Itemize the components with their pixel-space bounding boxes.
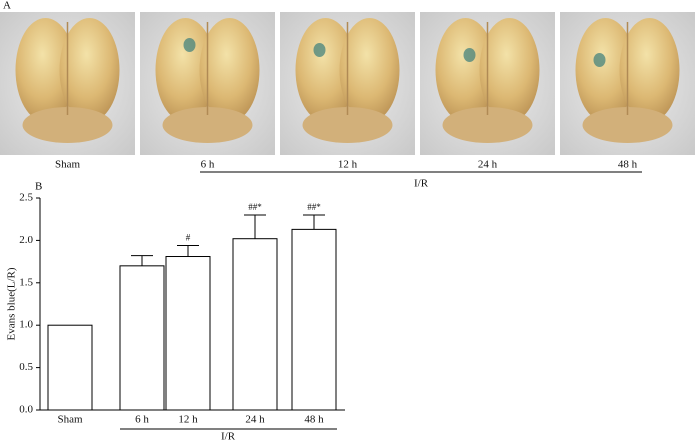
y-tick-label: 2.0 — [19, 234, 33, 246]
annotation: ##* — [248, 202, 262, 212]
x-tick-label: 24 h — [245, 414, 265, 426]
brain-lobe — [155, 18, 216, 122]
photo-label: 24 h — [478, 159, 498, 171]
brain-lobe — [575, 18, 636, 122]
group-label: I/R — [414, 178, 429, 190]
panel-label: A — [3, 0, 11, 12]
bar — [232, 238, 278, 411]
cerebellum — [582, 107, 673, 143]
x-tick-label: 48 h — [304, 414, 324, 426]
x-tick-label: 6 h — [135, 414, 149, 426]
photo-label: 48 h — [618, 159, 638, 171]
bar — [291, 228, 337, 411]
annotation: # — [186, 233, 191, 243]
y-axis-label: Evans blue(L/R) — [6, 267, 18, 340]
dye-spot — [593, 53, 606, 67]
brain-lobe — [619, 18, 680, 122]
cerebellum — [22, 107, 113, 143]
y-tick-label: 0.5 — [19, 361, 33, 373]
dye-spot — [463, 48, 476, 62]
brain-lobe — [59, 18, 120, 122]
x-tick-label: 12 h — [178, 414, 198, 426]
x-tick-label: Sham — [57, 414, 83, 426]
photo-label: 6 h — [201, 159, 215, 171]
photo-label: Sham — [55, 159, 81, 171]
bar — [119, 265, 165, 411]
panel-label: B — [35, 181, 42, 193]
y-tick-label: 0.0 — [19, 404, 33, 416]
photo-label: 12 h — [338, 159, 358, 171]
brain-lobe — [15, 18, 76, 122]
bar — [165, 256, 211, 411]
bar — [47, 324, 93, 411]
group-label: I/R — [221, 431, 236, 441]
y-tick-label: 1.5 — [19, 276, 33, 288]
brain-lobe — [339, 18, 400, 122]
y-tick-label: 1.0 — [19, 319, 33, 331]
brain-lobe — [435, 18, 496, 122]
annotation: ##* — [307, 202, 321, 212]
brain-lobe — [295, 18, 356, 122]
dye-spot — [183, 38, 196, 52]
cerebellum — [162, 107, 253, 143]
brain-lobe — [199, 18, 260, 122]
dye-spot — [313, 43, 326, 57]
photo-row — [0, 12, 695, 155]
cerebellum — [442, 107, 533, 143]
brain-lobe — [479, 18, 540, 122]
y-tick-label: 2.5 — [19, 192, 33, 204]
cerebellum — [302, 107, 393, 143]
